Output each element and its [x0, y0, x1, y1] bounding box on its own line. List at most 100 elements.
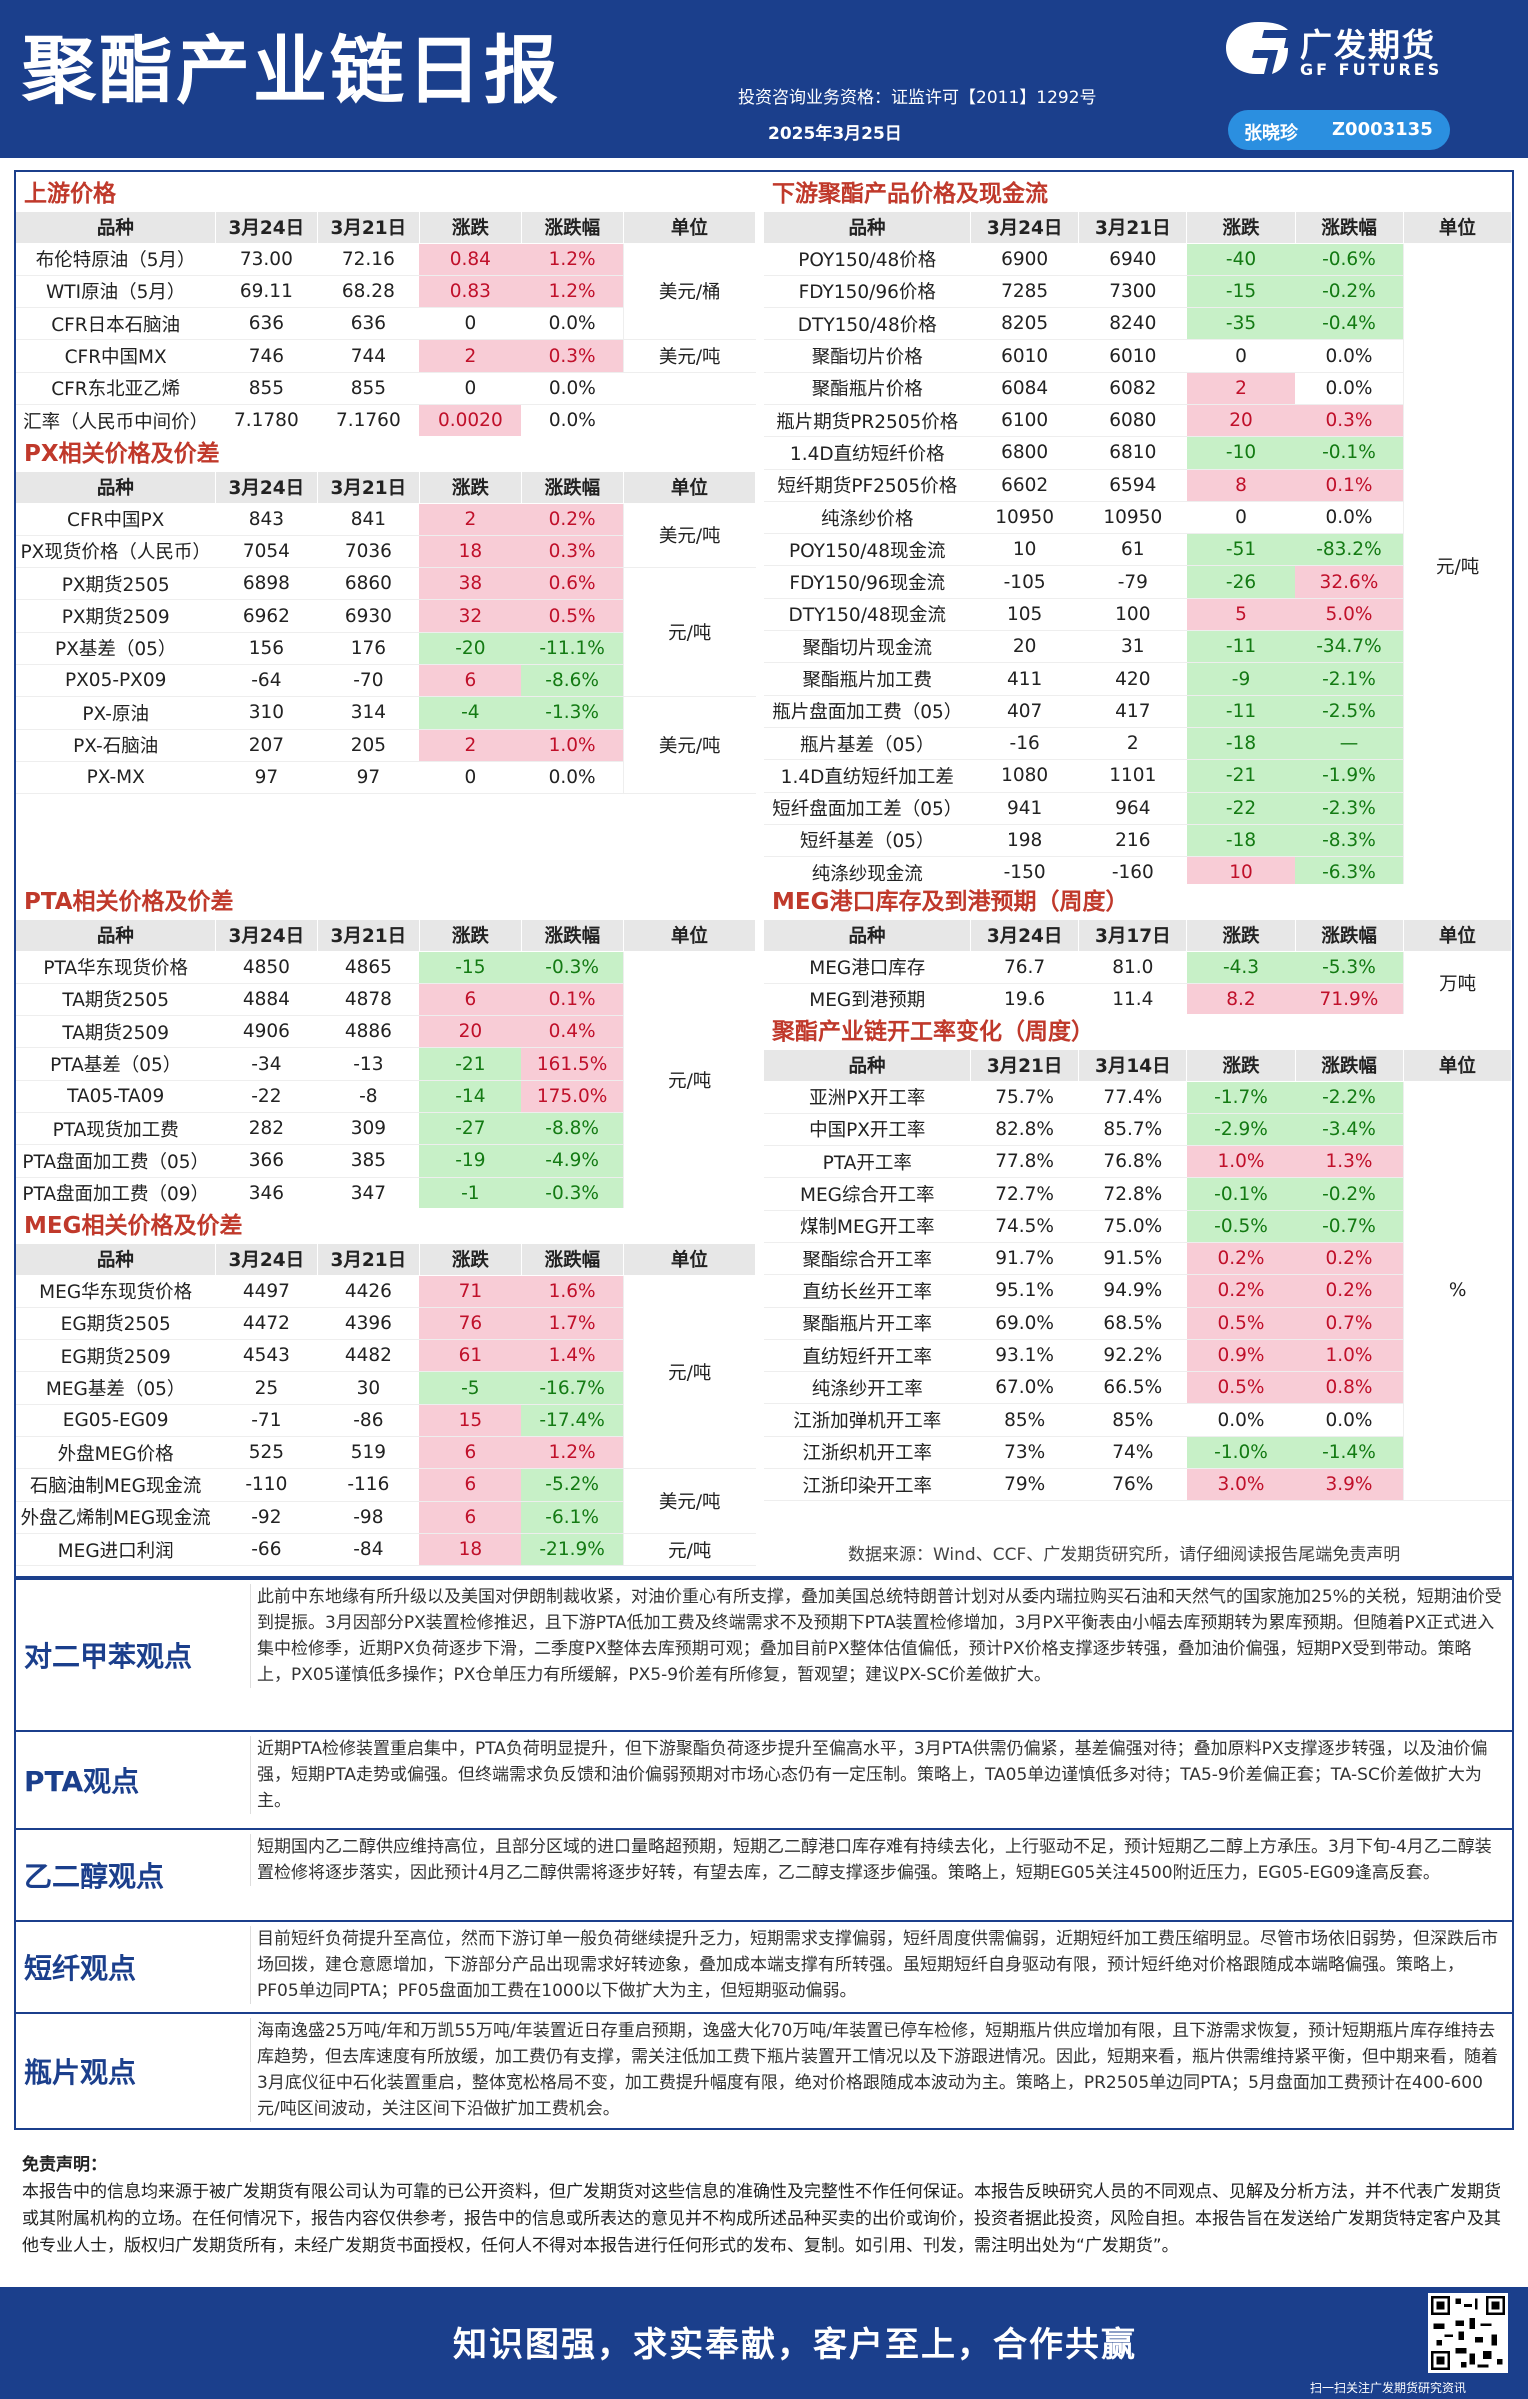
change-value: 0.83 — [419, 275, 522, 309]
current-value: 25 — [215, 1371, 318, 1405]
current-value: -71 — [215, 1404, 318, 1437]
px-table: 品种 3月24日 3月21日 涨跌 涨跌幅 单位 CFR中国PX 843 841 2 0.2% 美元/… — [16, 472, 757, 795]
current-value: 855 — [215, 372, 318, 405]
change-value: 0.84 — [419, 243, 522, 276]
column-header: 单位 — [1403, 212, 1513, 244]
current-value: 74.5% — [970, 1210, 1079, 1243]
change-value: -35 — [1186, 307, 1296, 341]
previous-value: 385 — [317, 1144, 420, 1178]
current-value: 4850 — [215, 951, 318, 984]
section-title: 聚酯产业链开工率变化（周度） — [772, 1019, 1094, 1045]
footer-slogan: 知识图强，求实奉献，客户至上，合作共赢 — [453, 2325, 1137, 2365]
table-row: MEG综合开工率 72.7% 72.8% -0.1% -0.2% — [764, 1177, 1512, 1211]
change-percent: 0.1% — [1295, 469, 1404, 502]
views-area: 对二甲苯观点 此前中东地缘有所升级以及美国对伊朗制裁收紧，对油价重心有所支撑，叠… — [14, 1578, 1514, 2130]
table-row: EG期货2509 4543 4482 61 1.4% — [16, 1339, 756, 1373]
current-value: 20 — [970, 630, 1079, 664]
column-header: 单位 — [623, 472, 757, 504]
current-value: -64 — [215, 664, 318, 698]
item-name: POY150/48价格 — [764, 243, 971, 276]
previous-value: 4426 — [317, 1275, 420, 1308]
change-percent: 71.9% — [1295, 983, 1404, 1017]
current-value: 198 — [970, 824, 1079, 858]
change-percent: -0.6% — [1295, 243, 1404, 276]
change-percent: 161.5% — [521, 1047, 624, 1081]
change-percent: -16.7% — [521, 1371, 624, 1405]
meg-section: MEG相关价格及价差 品种 3月24日 3月21日 涨跌 涨跌幅 单位 MEG华东现货价格 4… — [16, 1208, 757, 1567]
change-value: 6 — [419, 983, 522, 1017]
current-value: 76.7 — [970, 951, 1079, 984]
column-header: 品种 — [764, 1050, 972, 1082]
change-value: 0 — [419, 307, 522, 341]
previous-value: 205 — [317, 729, 420, 762]
item-name: WTI原油（5月） — [16, 275, 216, 309]
column-header: 涨跌幅 — [1295, 212, 1404, 244]
item-name: 亚洲PX开工率 — [764, 1081, 971, 1114]
previous-value: -79 — [1078, 565, 1187, 599]
current-value: 97 — [215, 761, 318, 795]
item-name: 外盘乙烯制MEG现金流 — [16, 1501, 216, 1534]
item-name: 纯涤纱开工率 — [764, 1371, 971, 1405]
previous-value: 314 — [317, 696, 420, 730]
change-percent: 0.6% — [521, 567, 624, 601]
change-percent: — — [1295, 727, 1404, 761]
table-row: POY150/48现金流 10 61 -51 -83.2% — [764, 533, 1512, 567]
section-title: PX相关价格及价差 — [24, 441, 220, 467]
item-name: 聚酯瓶片开工率 — [764, 1307, 971, 1340]
current-value: -105 — [970, 565, 1079, 599]
change-percent: -17.4% — [521, 1404, 624, 1437]
qr-code-icon — [1428, 2293, 1508, 2373]
change-value: -15 — [1186, 275, 1296, 309]
current-value: 73.00 — [215, 243, 318, 276]
current-value: 6084 — [970, 372, 1079, 405]
disclaimer: 免责声明： 本报告中的信息均来源于被广发期货有限公司认为可靠的已公开资料，但广发… — [22, 2152, 1502, 2260]
item-name: 江浙印染开工率 — [764, 1468, 971, 1502]
table-row: 聚酯切片价格 6010 6010 0 0.0% — [764, 339, 1512, 373]
author-name: 张晓珍 — [1244, 123, 1298, 144]
table-row: 中国PX开工率 82.8% 85.7% -2.9% -3.4% — [764, 1113, 1512, 1147]
table-row: PX期货2505 6898 6860 38 0.6% 元/吨 — [16, 567, 756, 698]
current-value: 411 — [970, 662, 1079, 696]
unit-cell: 美元/吨 — [622, 503, 756, 569]
table-row: PTA基差（05） -34 -13 -21 161.5% — [16, 1047, 756, 1081]
change-value: 20 — [1186, 404, 1296, 438]
current-value: 156 — [215, 632, 318, 665]
previous-value: 4886 — [317, 1015, 420, 1049]
item-name: 汇率（人民币中间价） — [16, 404, 216, 438]
column-header: 涨跌 — [419, 1244, 522, 1276]
change-value: -15 — [419, 951, 522, 984]
item-name: PX期货2509 — [16, 599, 216, 633]
table-row: FDY150/96价格 7285 7300 -15 -0.2% — [764, 275, 1512, 309]
previous-value: 7036 — [317, 535, 420, 569]
item-name: MEG进口利润 — [16, 1533, 216, 1567]
change-percent: 0.0% — [1295, 1403, 1404, 1437]
current-value: -34 — [215, 1047, 318, 1081]
item-name: CFR中国PX — [16, 503, 216, 536]
previous-value: 417 — [1078, 695, 1187, 728]
unit-cell: 元/吨 — [622, 1533, 756, 1567]
table-row: PTA盘面加工费（09） 346 347 -1 -0.3% — [16, 1177, 756, 1210]
current-value: 95.1% — [970, 1274, 1079, 1308]
item-name: 聚酯瓶片加工费 — [764, 662, 971, 696]
change-value: 3.0% — [1186, 1468, 1296, 1502]
change-value: -11 — [1186, 695, 1296, 728]
author-id: Z0003135 — [1332, 119, 1433, 140]
current-value: 6962 — [215, 599, 318, 633]
item-name: 直纺短纤开工率 — [764, 1339, 971, 1373]
px-section: PX相关价格及价差 品种 3月24日 3月21日 涨跌 涨跌幅 单位 CFR中国PX 843 8… — [16, 436, 757, 795]
change-percent: 1.2% — [521, 275, 624, 309]
previous-value: 7.1760 — [317, 404, 420, 438]
previous-value: 72.16 — [317, 243, 420, 276]
operating-rate-section: 聚酯产业链开工率变化（周度） 品种 3月21日 3月14日 涨跌 涨跌幅 单位 亚洲PX开工… — [764, 1014, 1513, 1502]
current-value: -150 — [970, 856, 1079, 890]
change-percent: -0.4% — [1295, 307, 1404, 341]
column-header: 涨跌 — [419, 472, 522, 504]
previous-value: -116 — [317, 1468, 420, 1502]
table-row: 短纤期货PF2505价格 6602 6594 8 0.1% — [764, 469, 1512, 502]
change-percent: 1.0% — [1295, 1339, 1404, 1373]
author-badge: 张晓珍 Z0003135 — [1228, 110, 1450, 150]
table-row: 纯涤纱现金流 -150 -160 10 -6.3% — [764, 856, 1512, 890]
current-value: 7285 — [970, 275, 1079, 309]
table-row: WTI原油（5月） 69.11 68.28 0.83 1.2% — [16, 275, 756, 309]
change-value: -10 — [1186, 436, 1296, 470]
